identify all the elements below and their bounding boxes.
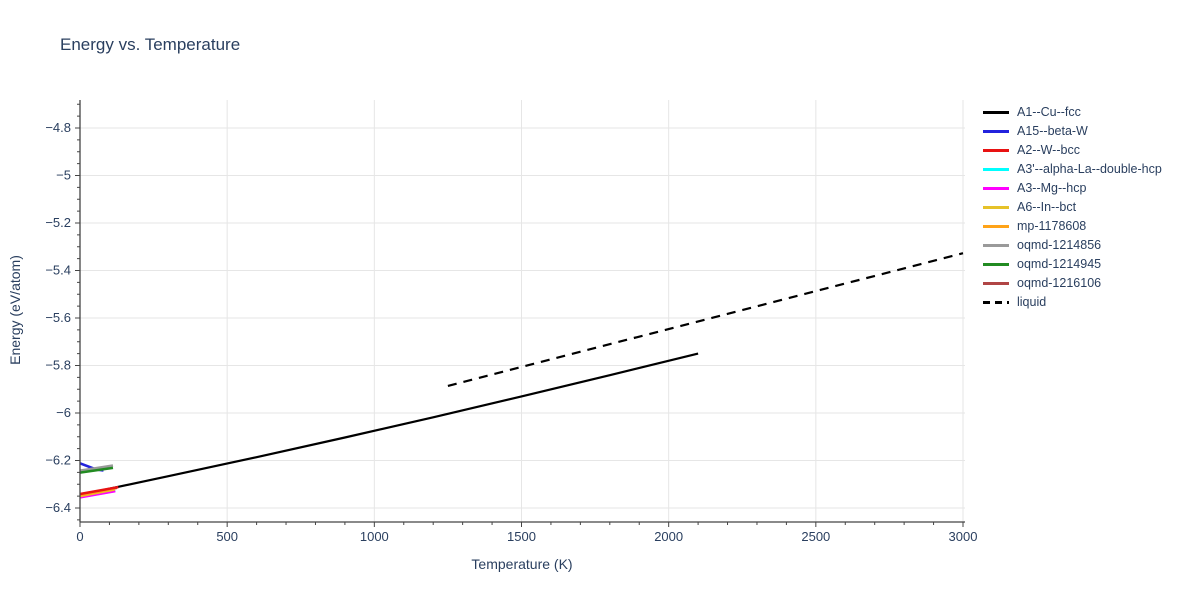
y-tick-label: −5.8 — [45, 358, 71, 373]
legend-item-oqmd-1214856[interactable]: oqmd-1214856 — [983, 236, 1162, 255]
series-line-A1--Cu--fcc — [79, 352, 699, 496]
legend-item-A6--In--bct[interactable]: A6--In--bct — [983, 198, 1162, 217]
legend-item-oqmd-1214945[interactable]: oqmd-1214945 — [983, 255, 1162, 274]
series-line-oqmd-1214856 — [79, 464, 114, 472]
legend-swatch-A6--In--bct — [983, 206, 1009, 209]
x-tick-label: 1000 — [360, 529, 389, 544]
y-tick-label: −4.8 — [45, 120, 71, 135]
legend-swatch-liquid — [983, 301, 1009, 304]
legend-swatch-A2--W--bcc — [983, 149, 1009, 152]
legend-label: oqmd-1214856 — [1017, 238, 1102, 252]
x-tick-label: 2500 — [801, 529, 830, 544]
gridlines — [80, 100, 965, 522]
legend-label: A6--In--bct — [1017, 200, 1077, 214]
legend-item-A2--W--bcc[interactable]: A2--W--bcc — [983, 141, 1162, 160]
axis-ticks — [75, 103, 964, 527]
legend-item-mp-1178608[interactable]: mp-1178608 — [983, 217, 1162, 236]
legend-label: oqmd-1214945 — [1017, 257, 1102, 271]
series-line-liquid — [447, 252, 964, 387]
legend: A1--Cu--fcc A15--beta-W A2--W--bcc A3'--alp… — [983, 103, 1162, 312]
y-tick-label: −5.4 — [45, 263, 71, 278]
legend-swatch-oqmd-1214945 — [983, 263, 1009, 266]
legend-swatch-oqmd-1216106 — [983, 282, 1009, 285]
legend-item-oqmd-1216106[interactable]: oqmd-1216106 — [983, 274, 1162, 293]
legend-label: A1--Cu--fcc — [1017, 105, 1081, 119]
tick-labels: 0 500 1000 1500 2000 2500 3000 −4.8 −5 −5.2 −5.4 −5… — [45, 120, 977, 544]
y-tick-label: −5.2 — [45, 215, 71, 230]
chart-title: Energy vs. Temperature — [60, 35, 241, 54]
series-lines — [79, 252, 964, 499]
legend-label: A2--W--bcc — [1017, 143, 1080, 157]
x-tick-label: 3000 — [949, 529, 978, 544]
legend-label: liquid — [1017, 295, 1047, 309]
legend-swatch-mp-1178608 — [983, 225, 1009, 228]
legend-swatch-A1--Cu--fcc — [983, 111, 1009, 114]
legend-item-A3'--alpha-La--double-hcp[interactable]: A3'--alpha-La--double-hcp — [983, 160, 1162, 179]
x-tick-label: 500 — [216, 529, 238, 544]
legend-label: mp-1178608 — [1017, 219, 1087, 233]
x-tick-label: 2000 — [654, 529, 683, 544]
x-tick-label: 0 — [76, 529, 83, 544]
legend-swatch-A15--beta-W — [983, 130, 1009, 133]
legend-swatch-A3--Mg--hcp — [983, 187, 1009, 190]
axis-lines — [79, 100, 965, 523]
series-line-oqmd-1214945 — [79, 466, 114, 474]
legend-label: A3'--alpha-La--double-hcp — [1017, 162, 1162, 176]
legend-label: A3--Mg--hcp — [1017, 181, 1087, 195]
y-tick-label: −6 — [56, 405, 71, 420]
legend-swatch-oqmd-1214856 — [983, 244, 1009, 247]
legend-label: oqmd-1216106 — [1017, 276, 1102, 290]
y-tick-label: −5.6 — [45, 310, 71, 325]
y-tick-label: −5 — [56, 168, 71, 183]
legend-item-A1--Cu--fcc[interactable]: A1--Cu--fcc — [983, 103, 1162, 122]
legend-item-liquid[interactable]: liquid — [983, 293, 1162, 312]
x-axis-title: Temperature (K) — [471, 556, 573, 572]
legend-swatch-A3'--alpha-La--double-hcp — [983, 168, 1009, 171]
legend-item-A15--beta-W[interactable]: A15--beta-W — [983, 122, 1162, 141]
legend-label: A15--beta-W — [1017, 124, 1088, 138]
x-tick-label: 1500 — [507, 529, 536, 544]
y-tick-label: −6.4 — [45, 500, 71, 515]
series-line-A2--W--bcc — [79, 485, 119, 496]
legend-item-A3--Mg--hcp[interactable]: A3--Mg--hcp — [983, 179, 1162, 198]
y-tick-label: −6.2 — [45, 453, 71, 468]
